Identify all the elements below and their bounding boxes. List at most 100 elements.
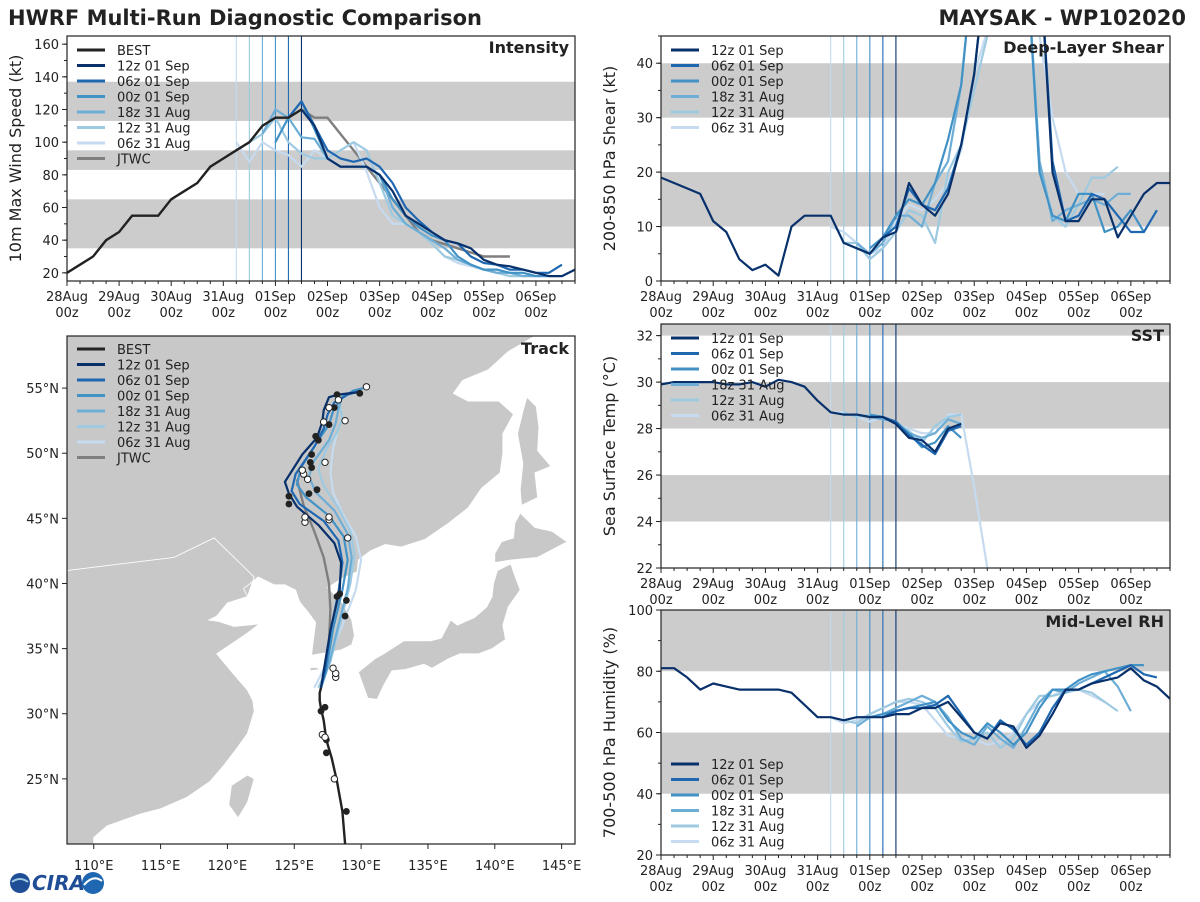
rh-xtick-label: 00z (754, 880, 778, 895)
track-xtick-label: 115°E (141, 859, 181, 874)
intensity-ylabel: 10m Max Wind Speed (kt) (6, 55, 25, 263)
rh-xtick-label: 00z (806, 880, 830, 895)
shear-xtick-label: 00z (649, 306, 673, 321)
intensity-ytick-label: 40 (42, 234, 59, 249)
track-plot-area (67, 336, 575, 844)
shear-band (661, 63, 1170, 118)
shear-ytick-label: 30 (636, 112, 653, 127)
track-xtick-label: 120°E (208, 859, 248, 874)
shear-xtick-label: 29Aug (692, 290, 734, 305)
sst-xtick-label: 00z (1015, 593, 1039, 608)
sst-xtick-label: 00z (1067, 593, 1091, 608)
track-point-hollow (301, 518, 309, 526)
intensity-ytick-label: 100 (34, 136, 59, 151)
track-ytick-label: 35°N (26, 643, 59, 658)
shear-xtick-label: 00z (1067, 306, 1091, 321)
intensity-xtick-label: 06Sep (515, 290, 556, 305)
track-land (357, 563, 521, 700)
track-legend-label: BEST (117, 343, 150, 358)
intensity-band (67, 199, 575, 249)
sst-xtick-label: 00z (963, 593, 987, 608)
track-point-filled (314, 436, 322, 444)
track-point-filled (321, 703, 329, 711)
track-point-filled (333, 391, 341, 399)
track-point-hollow (332, 673, 340, 681)
shear-band (661, 172, 1170, 227)
track-legend-label: 12z 01 Sep (117, 359, 190, 374)
rh-ytick-label: 80 (636, 665, 653, 680)
intensity-ytick-label: 20 (42, 267, 59, 282)
rh-xtick-label: 00z (649, 880, 673, 895)
intensity-band (67, 81, 575, 121)
sst-band (661, 324, 1170, 336)
intensity-xtick-label: 00z (107, 306, 131, 321)
track-xtick-label: 145°E (542, 859, 582, 874)
intensity-xtick-label: 00z (316, 306, 340, 321)
track-point-hollow (330, 775, 339, 783)
sst-ytick-label: 28 (636, 423, 653, 438)
sst-xtick-label: 01Sep (849, 577, 890, 592)
track-point-hollow (319, 418, 328, 426)
track-point-hollow (303, 475, 312, 483)
shear-legend-label: 00z 01 Sep (711, 75, 784, 90)
rh-panel: 2040608010028Aug00z29Aug00z30Aug00z31Aug… (600, 604, 1171, 895)
shear-xtick-label: 28Aug (640, 290, 682, 305)
rh-xtick-label: 00z (858, 880, 882, 895)
track-point-hollow (341, 416, 349, 425)
sst-legend-label: 06z 31 Aug (711, 410, 785, 425)
shear-series-2 (869, 36, 1145, 250)
shear-xtick-label: 30Aug (744, 290, 786, 305)
sst-series-0 (661, 378, 962, 453)
logo-globe-icon (10, 873, 30, 893)
intensity-xtick-label: 29Aug (98, 290, 140, 305)
track-point-filled (308, 464, 316, 471)
track-point-filled (325, 421, 333, 428)
track-point-filled (313, 486, 321, 494)
rh-xtick-label: 00z (963, 880, 987, 895)
rh-xtick-label: 04Sep (1006, 864, 1047, 879)
sst-series-5 (830, 411, 989, 568)
shear-xtick-label: 00z (702, 306, 726, 321)
cira-logo: CIRA (6, 868, 106, 902)
sst-legend-label: 06z 01 Sep (711, 348, 784, 363)
track-point-filled (306, 458, 314, 466)
rh-xtick-label: 00z (1119, 880, 1143, 895)
shear-title: Deep-Layer Shear (1003, 38, 1164, 57)
intensity-series-0 (300, 108, 575, 278)
sst-band (661, 382, 1170, 429)
rh-xtick-label: 06Sep (1110, 864, 1151, 879)
intensity-xtick-label: 00z (212, 306, 236, 321)
sst-xtick-label: 30Aug (744, 577, 786, 592)
track-title: Track (521, 339, 569, 358)
track-point-hollow (318, 730, 327, 739)
shear-series-0 (661, 36, 1170, 277)
rh-xtick-label: 29Aug (692, 864, 734, 879)
sst-title: SST (1131, 326, 1164, 345)
intensity-series-3 (261, 108, 536, 278)
track-point-hollow (325, 515, 333, 524)
sst-legend-label: 18z 31 Aug (711, 379, 785, 394)
rh-legend-label: 12z 01 Sep (711, 758, 784, 773)
track-point-hollow (332, 669, 340, 678)
sst-ytick-label: 30 (636, 376, 653, 391)
rh-ylabel: 700-500 hPa Humidity (%) (600, 627, 619, 838)
rh-xtick-label: 03Sep (954, 864, 995, 879)
rh-xtick-label: 00z (1067, 880, 1091, 895)
rh-title: Mid-Level RH (1045, 612, 1164, 631)
shear-plot-area (661, 36, 1170, 281)
track-land (67, 336, 536, 656)
rh-series-2 (869, 664, 1144, 746)
shear-xtick-label: 00z (1015, 306, 1039, 321)
sst-frame (660, 323, 1171, 569)
rh-series-4 (843, 688, 1119, 749)
sst-plot-area (661, 324, 1170, 568)
intensity-legend-label: 06z 31 Aug (117, 137, 191, 152)
sst-band (661, 475, 1170, 522)
track-legend-label: JTWC (116, 452, 151, 467)
shear-legend-label: 18z 31 Aug (711, 91, 785, 106)
main-title: HWRF Multi-Run Diagnostic Comparison (8, 6, 483, 30)
sst-ytick-label: 22 (636, 562, 653, 577)
track-best-line (318, 687, 347, 844)
intensity-plot-area (67, 36, 575, 281)
